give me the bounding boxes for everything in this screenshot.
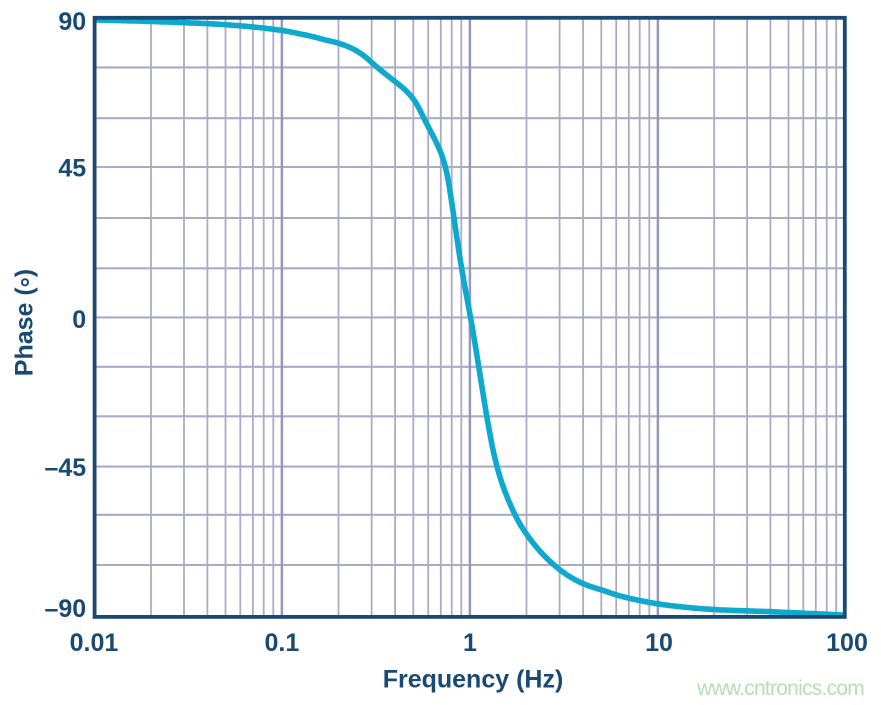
svg-text:1: 1 [463,629,477,657]
svg-text:90: 90 [58,8,86,36]
svg-text:www.cntronics.com: www.cntronics.com [696,677,864,700]
svg-text:0: 0 [72,306,86,334]
svg-text:0.01: 0.01 [70,629,119,657]
svg-text:–90: –90 [44,595,86,623]
svg-text:0.1: 0.1 [265,629,300,657]
svg-text:Frequency (Hz): Frequency (Hz) [383,665,564,693]
svg-text:10: 10 [645,629,673,657]
svg-text:Phase (°): Phase (°) [11,269,39,376]
svg-text:45: 45 [58,155,86,183]
svg-text:–45: –45 [44,454,86,482]
svg-text:100: 100 [826,629,868,657]
